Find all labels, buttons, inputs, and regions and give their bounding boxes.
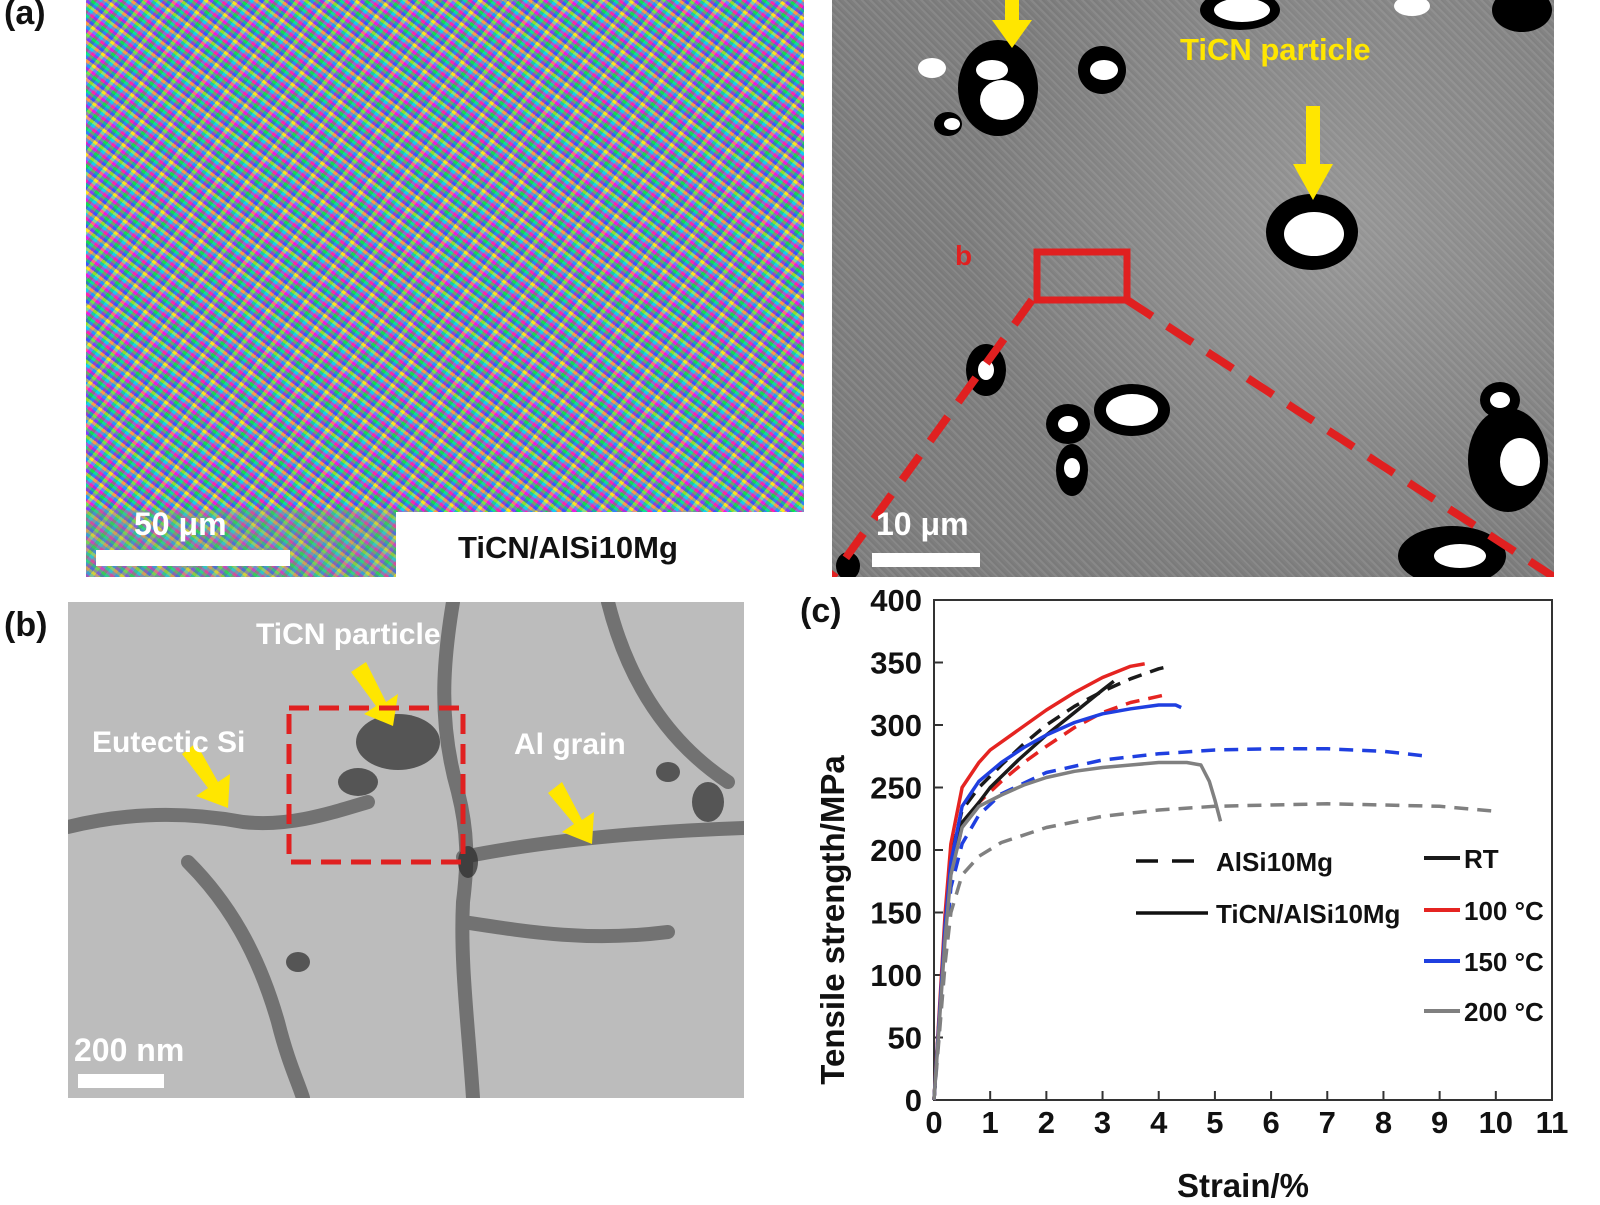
legend-style-label: AlSi10Mg [1216,847,1333,877]
x-tick-label: 11 [1536,1105,1569,1140]
x-tick-label: 8 [1375,1105,1392,1140]
y-tick-label: 250 [870,771,922,806]
series-line-ticn-alsi10mg-200-c [932,760,1223,1101]
y-tick-label: 100 [870,958,922,993]
tem-particle-label: TiCN particle [256,618,441,651]
y-tick-label: 350 [870,646,922,681]
inset-box-b [832,248,1554,577]
x-tick-label: 1 [982,1105,999,1140]
tem-scale-label: 200 nm [74,1032,185,1068]
legend-color-label: RT [1464,844,1499,874]
y-tick-label: 300 [870,708,922,743]
x-tick-label: 3 [1094,1105,1111,1140]
x-tick-label: 2 [1038,1105,1055,1140]
x-tick-label: 7 [1319,1105,1336,1140]
y-tick-label: 50 [888,1021,922,1056]
sample-label-backdrop [396,512,804,578]
y-tick-label: 200 [870,833,922,868]
chart-x-axis-label: Strain/% [1177,1167,1309,1204]
tem-eutectic-label: Eutectic Si [92,726,246,759]
panel-a-label: (a) [4,0,46,32]
sem-inset-marker: b [955,240,973,271]
sample-label: TiCN/AlSi10Mg [458,530,678,565]
x-tick-label: 0 [925,1105,942,1140]
tem-image [68,602,744,1098]
legend-color-label: 100 °C [1464,896,1544,926]
sem-scale-label: 10 μm [876,506,969,542]
panel-c-label: (c) [800,592,842,630]
sem-particle-label: TiCN particle [1180,32,1371,67]
tem-scale-bar [78,1074,164,1088]
x-tick-label: 5 [1206,1105,1223,1140]
y-tick-label: 0 [905,1083,922,1118]
legend-color-label: 150 °C [1464,947,1544,977]
legend-color-label: 200 °C [1464,997,1544,1027]
x-tick-label: 6 [1262,1105,1279,1140]
x-tick-label: 9 [1431,1105,1448,1140]
tem-grain-label: Al grain [514,728,626,761]
ebsd-scale-bar [96,550,290,566]
sem-features [832,0,1554,577]
y-tick-label: 400 [870,583,922,618]
x-tick-label: 10 [1479,1105,1513,1140]
ticn-particles [836,0,1552,577]
x-tick-label: 4 [1150,1105,1168,1140]
series-line-alsi10mg-200-c [932,802,1496,1101]
ebsd-scale-label: 50 μm [134,506,227,542]
chart-y-axis-label: Tensile strength/MPa [814,755,851,1085]
yellow-arrows [992,0,1333,200]
series-line-alsi10mg-100-c [932,693,1165,1101]
panel-b-label: (b) [4,606,48,644]
sem-scale-bar [872,553,980,567]
legend-style-label: TiCN/AlSi10Mg [1216,899,1400,929]
ebsd-scale-backdrop [86,510,396,577]
series-line-ticn-alsi10mg-rt [932,679,1115,1101]
tem-features [68,602,744,1098]
y-tick-label: 150 [870,896,922,931]
sem-image [832,0,1554,577]
ebsd-orientation-map [86,0,804,577]
ticn-region-box [286,705,466,865]
tensile-chart: 0 1 2 3 4 5 6 7 8 9 10 11 0 50 100 150 200 250 300 350 400 A… [814,583,1569,1204]
